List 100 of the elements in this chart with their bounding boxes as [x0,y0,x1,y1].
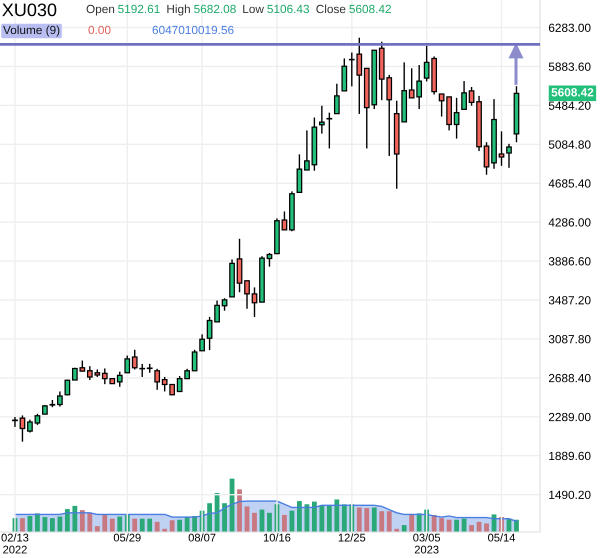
candlestick [116,370,123,388]
bar [409,514,414,532]
x-tick-label: 08/07 [188,533,216,542]
candlestick [132,349,138,370]
candlestick [162,376,168,392]
annotation: 5106.43 [267,4,310,14]
chart-title: XU030 [2,3,56,16]
bar [379,511,384,532]
y-tick-label: 5883.60 [548,62,591,71]
candlestick [348,52,355,88]
bar [476,522,482,532]
candlestick [416,64,422,110]
bar [492,514,496,532]
candlestick [176,375,183,392]
y-tick-label: 5484.20 [548,101,591,110]
bar [87,513,92,532]
annotation: 5608.42 [349,4,391,14]
bar [252,512,257,532]
bar [260,510,264,532]
bar [132,518,138,532]
candlestick [169,384,176,396]
y-tick-label: 6283.00 [548,24,591,32]
bar [364,508,370,532]
annotation: 5682.08 [194,4,236,14]
text: 5608.42 [551,88,594,96]
bar [177,520,182,532]
bar [484,523,489,532]
candlestick [154,368,160,391]
x-tick-label: 10/16 [264,533,290,542]
annotation: High [167,4,190,16]
candlestick [326,112,332,150]
bar [192,516,198,532]
candlestick [86,365,93,381]
bar [102,514,108,532]
bar [319,506,324,532]
bar [57,516,62,532]
bar [64,509,70,532]
bar [140,518,145,532]
candlestick [424,45,430,82]
candlestick [139,363,146,378]
bar [207,503,212,532]
bar [439,518,444,532]
annotation: Open [86,4,114,16]
annotation: 0.00 [88,26,111,34]
annotation: 6047010019.56 [152,26,234,34]
x-tick-label: 05/29 [114,533,141,542]
x-tick-label: 03/05 2023 [413,533,440,554]
bar [267,512,272,532]
bar [147,518,152,532]
bar [117,516,122,532]
y-tick-label: 3487.20 [548,296,591,304]
candlestick [72,367,78,381]
bar [446,520,452,532]
bar [514,520,519,532]
bar [304,504,310,532]
candlestick [42,404,48,416]
bar [214,493,220,532]
bar [356,507,362,532]
y-tick-label: 2688.40 [548,374,591,382]
bar [28,516,32,532]
bar [386,511,392,532]
bar [282,514,287,532]
candlestick [334,83,340,114]
bar [184,516,190,532]
bar [20,518,25,532]
candlestick [386,74,392,157]
bar [230,478,234,532]
candlestick [64,378,70,396]
y-tick-label: 3087.80 [548,335,591,344]
bar [469,525,474,532]
bar [237,489,242,532]
candlestick [146,363,153,374]
candlestick [408,68,415,99]
bar [454,520,459,532]
bar [326,506,332,532]
x-tick-label: 05/14 [488,533,516,542]
y-tick-label: 5084.80 [548,140,591,149]
bar [244,506,250,532]
bar [72,506,78,532]
bar [290,510,294,532]
annotation: Low [243,4,264,14]
x-tick-label: 12/25 [338,533,366,542]
bar [50,518,55,532]
bar [42,517,48,532]
candlestick [124,354,130,374]
y-tick-label: 4685.40 [548,179,591,188]
bar [110,518,115,532]
bar [35,513,40,532]
candlestick [356,37,362,115]
bar [506,518,512,532]
bar [372,507,377,532]
bar [312,502,317,532]
bar [462,518,466,532]
candlestick [506,143,512,169]
bar [297,501,302,532]
y-tick-label: 1889.60 [549,452,591,460]
annotation: 5192.61 [118,4,160,14]
y-tick-label: 3886.60 [548,257,591,266]
y-tick-label: 1490.20 [549,490,591,500]
y-tick-label: 2289.00 [548,412,591,422]
